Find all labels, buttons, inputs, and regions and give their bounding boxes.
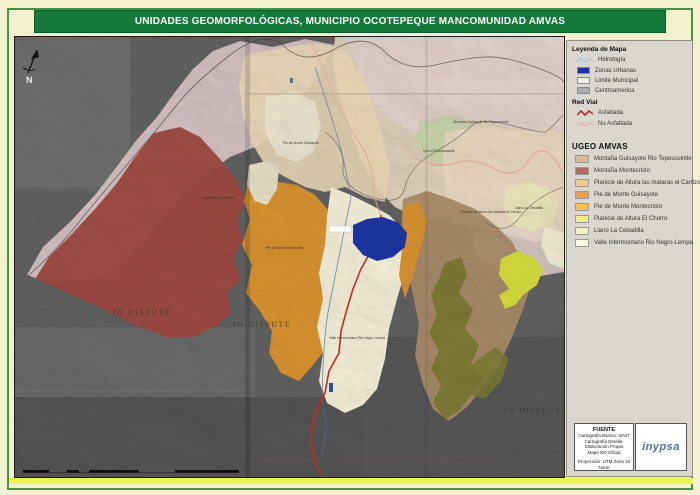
- map-label: Cerro El Guanacaste: [423, 149, 455, 153]
- page-title: UNIDADES GEOMORFOLÓGICAS, MUNICIPIO OCOT…: [134, 16, 566, 27]
- municipal-boundary: [26, 38, 564, 278]
- ugeo-title: UGEO AMVAS: [572, 142, 628, 151]
- ugeo-item: Llano La Cebadilla: [575, 227, 692, 235]
- inypsa-logo: inypsa: [642, 441, 680, 453]
- dispute-label: IN DISPUTE: [504, 406, 562, 415]
- map-label: Pie de Monte Guisayote: [283, 141, 319, 145]
- map-canvas: Pie de Monte Guisayote Montaña Guisayote…: [14, 36, 565, 478]
- limite-municipal-swatch: [577, 77, 590, 84]
- map-label: Llano La Cebadilla: [515, 206, 543, 210]
- ugeo-swatch: [575, 155, 589, 163]
- centroamerica-swatch: [577, 87, 590, 94]
- ugeo-swatch: [575, 167, 589, 175]
- ugeo-item: Pie de Monte Montecristo: [575, 203, 692, 211]
- dispute-label: IN DISPUTE: [113, 308, 171, 317]
- svg-text:N: N: [26, 75, 33, 85]
- road-asfaltada: [310, 214, 382, 476]
- legend-item-hidrologia: Hidrología: [577, 56, 692, 64]
- legend-item-asfaltada: Asfaltada: [577, 109, 692, 117]
- sheet-seam-vertical: [245, 37, 250, 477]
- fuente-box: FUENTE Cartografía Básica: SINIT Cartogr…: [574, 423, 634, 471]
- dispute-label: IN DISPUTE: [233, 320, 291, 329]
- sheet-seam-vertical: [425, 37, 428, 477]
- map-label: Pie de Monte Montecristo: [266, 246, 305, 250]
- map-label: Montaña Montecristo: [203, 196, 235, 200]
- road-no-asfaltada: [254, 454, 565, 462]
- map-label: Montaña Guisayote Rio Tepescuintle: [453, 120, 508, 124]
- legend-title: Leyenda de Mapa: [572, 46, 627, 53]
- hidrologia-line-swatch: [577, 57, 593, 63]
- ugeo-swatch: [575, 203, 589, 211]
- river: [314, 66, 352, 198]
- municipal-boundary: [484, 186, 564, 229]
- ugeo-item: Montaña Montecristo: [575, 167, 692, 175]
- river-pond: [290, 78, 293, 83]
- ugeo-item: Montaña Guisayote Rio Tepescuintle: [575, 155, 692, 163]
- ugeo-item: Valle Intermontano Rio Negro-Lempa: [575, 239, 693, 247]
- map-label: Planicie de Altura las mataras el Carriz…: [461, 210, 521, 214]
- ugeo-swatch: [575, 179, 589, 187]
- legend-panel: Leyenda de Mapa Hidrología Zonas Urbanas…: [566, 40, 700, 477]
- bottom-highlight-strip: [9, 478, 693, 484]
- ugeo-swatch: [575, 227, 589, 235]
- map-label: Valle Intermontano Rio Negro-Lempa: [329, 336, 385, 340]
- ugeo-swatch: [575, 191, 589, 199]
- road-no-asfaltada: [310, 40, 382, 216]
- river: [320, 196, 352, 458]
- ugeo-swatch: [575, 239, 589, 247]
- fuente-title: FUENTE: [593, 427, 615, 433]
- municipal-boundary: [324, 114, 564, 201]
- road-no-asfaltada: [412, 150, 564, 174]
- asfaltada-line-swatch: [577, 109, 593, 117]
- hillshade-overlay: [15, 37, 564, 477]
- ugeo-swatch: [575, 215, 589, 223]
- legend-item-no-asfaltada: No Asfaltada: [577, 120, 692, 128]
- no-asfaltada-line-swatch: [577, 122, 593, 127]
- ugeo-item: Planicie de Altura las mataras el Carriz…: [575, 179, 700, 187]
- title-bar: UNIDADES GEOMORFOLÓGICAS, MUNICIPIO OCOT…: [34, 10, 666, 33]
- zonas-urbanas-swatch: [577, 67, 590, 74]
- legend-item-limite-municipal: Limite Municipal: [577, 77, 692, 84]
- scale-bar: [23, 470, 239, 474]
- red-vial-title: Red Vial: [572, 99, 598, 106]
- inypsa-logo-box: inypsa: [635, 423, 687, 471]
- map-svg: Pie de Monte Guisayote Montaña Guisayote…: [15, 37, 565, 477]
- town-label-box: [328, 225, 352, 233]
- legend-item-centroamerica: Centroamerica: [577, 87, 692, 94]
- ugeo-item: Planicie de Altura El Chorro: [575, 215, 692, 223]
- river-pond: [329, 383, 333, 392]
- ugeo-item: Pie de Monte Guisayote: [575, 191, 692, 199]
- legend-item-zonas-urbanas: Zonas Urbanas: [577, 67, 692, 74]
- urban-zone: [353, 217, 407, 261]
- north-arrow-icon: N: [22, 49, 39, 85]
